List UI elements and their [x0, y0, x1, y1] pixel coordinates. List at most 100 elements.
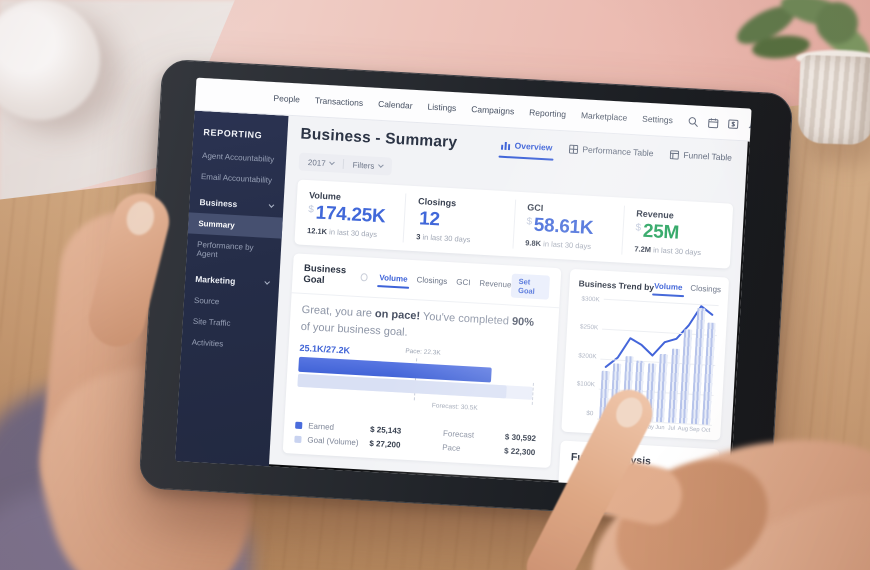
kpi-sub-text: in last 30 days	[420, 232, 471, 245]
legend-swatch	[294, 435, 302, 444]
business-trend-title: Business Trend by	[578, 277, 655, 292]
goal-tab-closings[interactable]: Closings	[416, 274, 448, 286]
tab-label: Performance Table	[582, 144, 654, 159]
sidebar-item-label: Business	[199, 196, 238, 210]
filters-dropdown[interactable]: Filters	[352, 159, 384, 171]
trend-tab-volume[interactable]: Volume	[653, 281, 683, 293]
legend-value: $ 27,200	[369, 438, 401, 450]
sidebar-items: Agent Accountability Email Accountability…	[181, 145, 286, 358]
sidebar-item-activities[interactable]: Activities	[181, 331, 276, 357]
year-dropdown[interactable]: 2017	[308, 157, 335, 167]
kpi-subtext: 12.1K in last 30 days	[307, 226, 392, 240]
nav-item-transactions[interactable]: Transactions	[314, 95, 364, 108]
currency-symbol: $	[307, 204, 315, 216]
tab-performance-table[interactable]: Performance Table	[569, 144, 654, 161]
plant-leaves	[718, 0, 870, 108]
goal-message-text: Great, you are	[301, 303, 376, 320]
x-axis-tick: Aug	[677, 426, 689, 433]
sidebar-item-email-accountability[interactable]: Email Accountability	[190, 165, 285, 191]
plant-pot	[797, 54, 870, 146]
goal-tab-volume[interactable]: Volume	[379, 272, 408, 284]
y-axis-tick: $0	[586, 409, 594, 417]
coffee-cup	[0, 0, 100, 120]
chevron-down-icon	[268, 202, 275, 208]
kpi-sub-text: in last 30 days	[326, 227, 378, 239]
goal-message-text: of your business goal.	[300, 320, 408, 339]
nav-item-settings[interactable]: Settings	[641, 113, 674, 126]
notifications-icon[interactable]	[747, 119, 752, 131]
legend-column: Earned $ 25,143 Goal (Volume) $ 27,200	[294, 421, 443, 452]
grid-icon	[569, 144, 579, 154]
chevron-down-icon	[377, 162, 384, 168]
business-goal-title: Business Goal	[303, 262, 347, 287]
legend-value: $ 22,300	[503, 446, 536, 458]
nav-item-calendar[interactable]: Calendar	[377, 98, 413, 111]
sidebar-item-label: Marketing	[194, 273, 236, 287]
legend-item-pace: Pace $ 22,300	[442, 443, 535, 457]
legend-value: $ 30,592	[504, 432, 537, 444]
goal-tab-revenue[interactable]: Revenue	[479, 278, 512, 290]
info-icon[interactable]	[360, 273, 368, 282]
goal-metric-tabs: Volume Closings GCI Revenue	[379, 273, 512, 291]
trend-metric-tabs: Volume Closings	[653, 281, 722, 297]
nav-item-listings[interactable]: Listings	[427, 101, 457, 114]
currency-symbol: $	[526, 216, 533, 228]
billing-icon[interactable]	[727, 118, 739, 130]
kpi-gci: GCI $58.61K 9.8K in last 30 days	[511, 199, 624, 255]
pace-label: Pace: 22.3K	[405, 347, 441, 357]
topbar-icons	[687, 115, 752, 134]
tab-overview[interactable]: Overview	[501, 140, 553, 155]
set-goal-button[interactable]: Set Goal	[510, 273, 550, 300]
x-axis-tick: Jun	[655, 424, 665, 432]
page-header: Business - Summary Overview Performance T…	[300, 126, 736, 168]
tablet-bezel: People Transactions Calendar Listings Campai…	[138, 58, 794, 524]
legend-item-goal-volume-: Goal (Volume) $ 27,200	[294, 435, 442, 452]
right-column: Business Trend by Volume Closings $300K $2…	[558, 268, 730, 493]
filter-bar: 2017 Filters	[298, 152, 392, 176]
tablet-screen: People Transactions Calendar Listings Campai…	[175, 77, 752, 493]
sidebar-item-label: Performance by Agent	[196, 239, 254, 260]
tab-label: Overview	[514, 140, 553, 153]
kpi-closings: Closings 12 3 in last 30 days	[402, 193, 515, 249]
kpi-sub-number: 9.8K	[525, 238, 542, 249]
y-axis-tick: $300K	[581, 295, 600, 304]
goal-tab-gci[interactable]: GCI	[456, 276, 471, 287]
kpi-value-number: 58.61K	[533, 214, 594, 239]
search-icon[interactable]	[688, 116, 700, 128]
trend-line	[597, 299, 719, 425]
filters-label: Filters	[352, 159, 375, 171]
calendar-icon[interactable]	[708, 117, 720, 129]
progress-fraction-label: 25.1K/27.2K	[299, 342, 351, 356]
x-axis-tick: Jul	[667, 425, 676, 432]
tab-funnel-table[interactable]: Funnel Table	[670, 149, 732, 164]
business-goal-card: Business Goal Volume Closings GCI Revenue S…	[282, 253, 562, 468]
trend-tab-closings[interactable]: Closings	[690, 283, 722, 295]
divider	[342, 158, 344, 169]
chevron-down-icon	[328, 159, 335, 166]
sidebar-item-performance-by-agent[interactable]: Performance by Agent	[186, 233, 282, 268]
page-title: Business - Summary	[300, 125, 458, 152]
legend-swatch	[295, 421, 303, 430]
kpi-revenue: Revenue $25M 7.2M in last 30 days	[621, 205, 733, 261]
currency-symbol: $	[635, 222, 642, 234]
nav-item-reporting[interactable]: Reporting	[528, 107, 567, 120]
kpi-value-number: 174.25K	[315, 202, 386, 228]
sidebar-item-label: Source	[193, 295, 220, 307]
nav-item-marketplace[interactable]: Marketplace	[580, 110, 628, 123]
table-icon	[670, 149, 680, 160]
sidebar-item-label: Site Traffic	[192, 316, 231, 328]
nav-item-people[interactable]: People	[273, 92, 301, 105]
legend-value: $ 25,143	[369, 424, 402, 436]
app-body: REPORTING Agent Accountability Email Acco…	[175, 110, 750, 493]
business-goal-header: Business Goal Volume Closings GCI Revenue S…	[303, 262, 550, 300]
currency-symbol	[417, 210, 418, 221]
sidebar-item-label: Summary	[198, 218, 236, 230]
goal-status-message: Great, you are on pace! You've completed…	[300, 302, 540, 348]
sidebar-item-label: Email Accountability	[200, 172, 273, 185]
y-axis-tick: $200K	[578, 352, 597, 361]
thumbnail	[123, 198, 158, 238]
x-axis-tick: Sep	[689, 426, 700, 434]
fingernail	[611, 392, 648, 432]
nav-item-campaigns[interactable]: Campaigns	[471, 104, 515, 117]
